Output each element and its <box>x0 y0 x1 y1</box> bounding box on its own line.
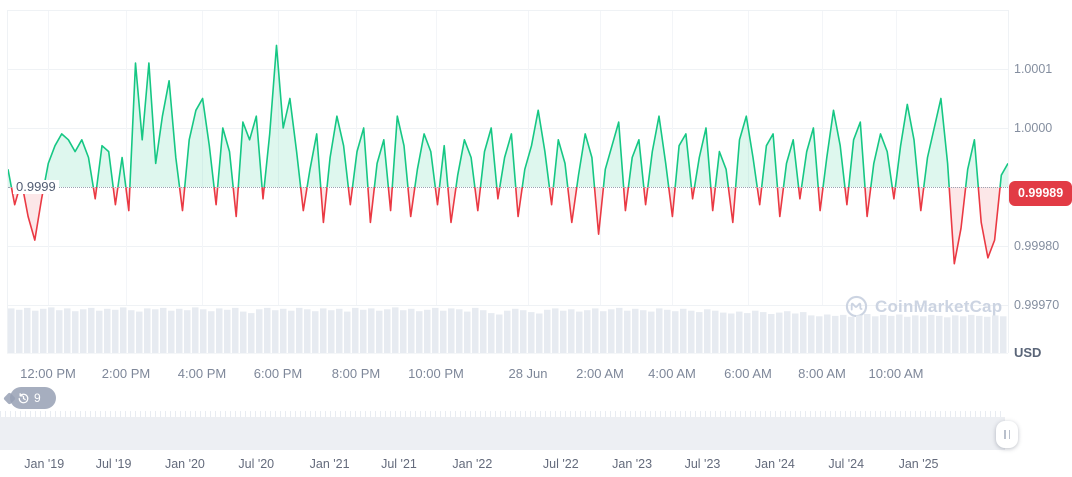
x-axis-label: 4:00 AM <box>648 366 696 381</box>
grid-line-vertical <box>896 10 897 305</box>
chart-top-border <box>7 10 1008 11</box>
x-axis-label: 2:00 PM <box>101 366 151 381</box>
grid-line-vertical <box>48 10 49 305</box>
baseline-price-label: 0.9999 <box>13 180 59 194</box>
x-axis-label: 12:00 PM <box>20 366 76 381</box>
range-slider-label: Jul '20 <box>238 457 275 471</box>
range-slider-label: Jan '23 <box>612 457 653 471</box>
y-axis-label: 0.99970 <box>1014 298 1060 312</box>
price-line-chart[interactable] <box>8 10 1008 305</box>
range-slider-band[interactable] <box>0 417 1005 450</box>
range-slider-label: Jan '24 <box>754 457 795 471</box>
volume-bars <box>8 307 1007 353</box>
history-events-badge[interactable]: 9 <box>10 387 56 409</box>
x-axis-label: 6:00 AM <box>724 366 772 381</box>
grid-line-vertical <box>278 10 279 305</box>
x-axis-label: 6:00 PM <box>253 366 303 381</box>
grid-line-vertical <box>436 10 437 305</box>
range-slider-label: Jul '23 <box>684 457 721 471</box>
x-axis-label: 4:00 PM <box>177 366 227 381</box>
x-axis-label: 10:00 PM <box>408 366 464 381</box>
watermark-text: CoinMarketCap <box>875 296 1003 316</box>
range-slider-label: Jan '21 <box>309 457 350 471</box>
grid-line-vertical <box>822 10 823 305</box>
x-axis-label: 28 Jun <box>508 366 548 381</box>
grid-line-horizontal <box>7 69 1008 70</box>
current-price-badge: 0.99989 <box>1009 180 1072 206</box>
y-axis-label: 0.99980 <box>1014 239 1060 253</box>
grid-line-vertical <box>672 10 673 305</box>
y-axis-label: 1.0001 <box>1014 62 1053 76</box>
y-axis-label: 1.0000 <box>1014 121 1053 135</box>
grid-line-horizontal <box>7 305 1008 306</box>
history-count: 9 <box>34 391 41 405</box>
grid-line-horizontal <box>7 246 1008 247</box>
range-slider-handle[interactable] <box>996 421 1018 448</box>
range-slider-label: Jan '25 <box>898 457 939 471</box>
range-slider-label: Jul '22 <box>542 457 579 471</box>
x-axis-label: 10:00 AM <box>868 366 924 381</box>
chart-bottom-border <box>7 353 1008 354</box>
grid-line-vertical <box>600 10 601 305</box>
watermark: CoinMarketCap <box>845 295 1002 318</box>
range-slider-label: Jan '22 <box>452 457 493 471</box>
grid-line-vertical <box>126 10 127 305</box>
x-axis-label: 8:00 PM <box>331 366 381 381</box>
x-axis-label: 8:00 AM <box>798 366 846 381</box>
range-slider-label: Jan '20 <box>164 457 205 471</box>
range-slider-label: Jul '19 <box>95 457 132 471</box>
chart-left-border <box>7 10 8 353</box>
grid-line-vertical <box>202 10 203 305</box>
range-slider-label: Jul '21 <box>381 457 417 471</box>
grid-line-horizontal <box>7 128 1008 129</box>
baseline-dotted-line <box>8 187 1008 188</box>
y-axis-unit-label: USD <box>1014 345 1042 360</box>
range-slider-ticks-strip <box>0 411 1005 417</box>
grid-line-vertical <box>748 10 749 305</box>
range-slider-label: Jul '24 <box>828 457 865 471</box>
range-slider-label: Jan '19 <box>24 457 65 471</box>
x-axis-label: 2:00 AM <box>576 366 624 381</box>
chart-right-border <box>1008 10 1009 353</box>
history-icon <box>17 392 30 405</box>
